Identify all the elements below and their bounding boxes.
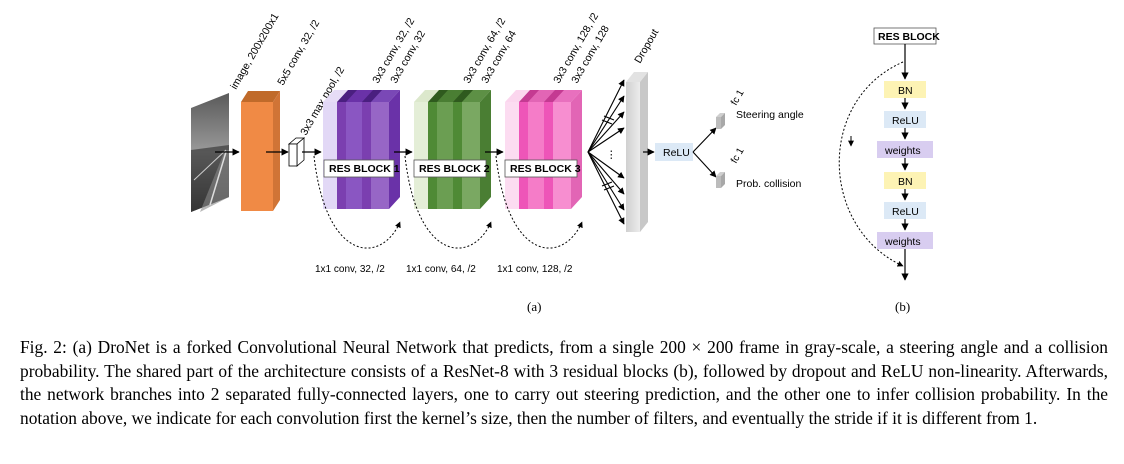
bn-label-1: BN — [898, 85, 913, 97]
fc-collision-label: fc 1 — [729, 146, 747, 166]
res-block-2-tag — [413, 159, 487, 178]
dropout-label: Dropout — [632, 27, 661, 65]
res-block-header-label: RES BLOCK — [878, 31, 940, 43]
res-block-1 — [323, 90, 400, 209]
bn-box-1 — [884, 81, 926, 98]
res-block-1-skip — [313, 155, 401, 249]
res-block-skip — [838, 61, 904, 267]
panel-a-sublabel: (a) — [527, 299, 541, 314]
res-block-1-tag — [323, 159, 395, 178]
bn-label-2: BN — [898, 176, 913, 188]
input-label: image, 200x200x1 — [228, 11, 281, 91]
weights-box-2 — [877, 232, 933, 249]
relu-box-2 — [884, 202, 926, 219]
figure-caption: Fig. 2: (a) DroNet is a forked Convoluti… — [20, 337, 1108, 428]
res-block-3-tag — [504, 159, 578, 178]
conv1-label: 5x5 conv, 32, /2 — [275, 18, 322, 88]
res-block-1-title: RES BLOCK 1 — [329, 163, 400, 175]
input-image — [191, 93, 229, 212]
res-block-3-title: RES BLOCK 3 — [510, 163, 581, 175]
panel-a: image, 200x200x1 5x5 conv, 32, /2 3x3 ma… — [191, 11, 804, 314]
dropout-connections — [587, 79, 625, 225]
architecture-figure: image, 200x200x1 5x5 conv, 32, /2 3x3 ma… — [191, 11, 940, 314]
res-block-3-skip — [495, 155, 583, 249]
res-block-2-skip-label: 1x1 conv, 64, /2 — [406, 264, 476, 275]
relu-label-1: ReLU — [892, 115, 919, 127]
res-block-2-title: RES BLOCK 2 — [419, 163, 490, 175]
fc-steering-label: fc 1 — [729, 88, 747, 108]
res-block-1-skip-label: 1x1 conv, 32, /2 — [315, 264, 385, 275]
maxpool-layer — [287, 137, 306, 167]
res-block-3-skip-label: 1x1 conv, 128, /2 — [497, 264, 573, 275]
panel-b: RES BLOCK BN ReLU weights BN ReLU weight… — [838, 27, 940, 314]
conv1-layer — [241, 91, 280, 211]
bn-box-2 — [884, 172, 926, 189]
weights-label-2: weights — [884, 236, 921, 248]
steering-angle-label: Steering angle — [736, 109, 804, 121]
weights-label-1: weights — [884, 145, 921, 157]
fc-steering — [716, 113, 725, 129]
relu-box-1 — [884, 111, 926, 128]
res-block-2-skip — [404, 155, 492, 249]
collision-label: Prob. collision — [736, 178, 802, 190]
relu-label: ReLU — [663, 147, 690, 159]
panel-b-sublabel: (b) — [895, 299, 910, 314]
fc-collision — [716, 172, 725, 188]
ellipsis: ⋮ — [606, 149, 617, 161]
weights-box-1 — [877, 141, 933, 158]
res-block-2 — [414, 90, 491, 209]
relu-label-2: ReLU — [892, 206, 919, 218]
res-block-3 — [505, 90, 582, 209]
relu-box — [655, 143, 693, 161]
